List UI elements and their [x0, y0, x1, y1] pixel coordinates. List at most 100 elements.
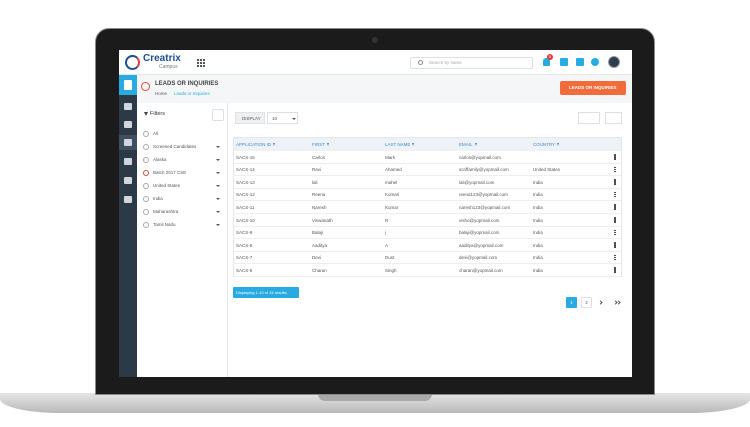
row-menu[interactable] [614, 269, 616, 271]
row-menu[interactable] [614, 206, 616, 208]
row-menu[interactable] [614, 231, 616, 234]
table-cell: Singh [385, 267, 397, 273]
row-menu[interactable] [614, 256, 616, 259]
user-avatar[interactable] [608, 56, 620, 68]
sort-icon[interactable] [557, 143, 559, 146]
filter-radio[interactable] [143, 183, 149, 189]
apps-icon[interactable] [197, 65, 199, 67]
apps-icon[interactable] [203, 59, 205, 61]
apps-icon[interactable] [197, 62, 199, 64]
filter-radio[interactable] [143, 157, 149, 163]
toolbar-icon[interactable] [591, 58, 599, 66]
apps-icon[interactable] [203, 65, 205, 67]
toolbar-icon[interactable] [560, 58, 568, 66]
back-button[interactable] [141, 82, 150, 91]
row-menu[interactable] [614, 166, 616, 169]
filter-caret[interactable] [216, 146, 220, 148]
row-menu[interactable] [614, 271, 616, 273]
row-menu[interactable] [614, 217, 616, 219]
filter-caret[interactable] [216, 224, 220, 226]
row-menu[interactable] [614, 229, 616, 232]
filter-radio[interactable] [143, 170, 149, 176]
filter-radio[interactable] [143, 209, 149, 215]
row-menu[interactable] [614, 168, 616, 171]
sidebar-icon[interactable] [124, 139, 132, 146]
sort-icon[interactable] [475, 143, 477, 146]
sidebar-icon[interactable] [124, 103, 132, 110]
notification-icon[interactable] [543, 58, 550, 66]
sidebar-icon[interactable] [124, 80, 132, 90]
add-button[interactable]: LEADS OR INQUIRIES [560, 81, 626, 95]
row-menu[interactable] [614, 179, 616, 181]
row-menu[interactable] [614, 219, 616, 221]
search-box[interactable] [410, 57, 533, 69]
row-menu[interactable] [614, 183, 616, 185]
filter-item[interactable]: Alaska [153, 157, 167, 162]
filter-item[interactable]: United States [153, 183, 181, 188]
column-header[interactable]: EMAIL [459, 142, 473, 147]
filter-item[interactable]: Tamil Nadu [153, 222, 176, 227]
row-menu[interactable] [614, 193, 616, 196]
page-button[interactable]: 2 [581, 297, 592, 308]
filter-radio[interactable] [143, 222, 149, 228]
filter-radio[interactable] [143, 144, 149, 150]
filter-radio[interactable] [143, 131, 149, 137]
sort-icon[interactable] [273, 143, 275, 146]
sort-icon[interactable] [327, 143, 329, 146]
row-menu[interactable] [614, 154, 616, 156]
row-menu[interactable] [614, 246, 616, 248]
export-button[interactable] [578, 112, 600, 124]
sidebar-icon[interactable] [124, 196, 132, 203]
filter-caret[interactable] [216, 211, 220, 213]
page-size-select[interactable]: 10 [267, 112, 298, 124]
column-header[interactable]: APPLICATION ID [236, 142, 272, 147]
table-cell: A [385, 242, 389, 248]
filter-radio[interactable] [143, 196, 149, 202]
toolbar-icon[interactable] [576, 58, 584, 66]
table-cell: devi@yopmail.com [459, 255, 498, 261]
row-menu[interactable] [614, 156, 616, 158]
column-header[interactable]: LAST NAME [385, 142, 411, 147]
row-menu[interactable] [614, 242, 616, 244]
row-menu[interactable] [614, 254, 616, 257]
column-header[interactable]: COUNTRY [533, 142, 556, 147]
filter-caret[interactable] [216, 159, 220, 161]
camera [372, 37, 378, 43]
row-menu[interactable] [614, 158, 616, 160]
row-menu[interactable] [614, 208, 616, 210]
page-button[interactable]: 1 [566, 297, 577, 308]
row-menu[interactable] [614, 258, 616, 261]
filter-caret[interactable] [216, 172, 220, 174]
row-menu[interactable] [614, 233, 616, 236]
filter-item[interactable]: India [153, 196, 163, 201]
row-menu[interactable] [614, 244, 616, 246]
apps-icon[interactable] [200, 62, 202, 64]
breadcrumb-home[interactable]: Home [155, 91, 168, 96]
filter-item[interactable]: Maharashtra [153, 209, 179, 214]
filter-caret[interactable] [216, 198, 220, 200]
apps-icon[interactable] [197, 59, 199, 61]
row-menu[interactable] [614, 191, 616, 194]
row-menu[interactable] [614, 204, 616, 206]
columns-button[interactable] [605, 112, 622, 124]
apps-icon[interactable] [203, 62, 205, 64]
filter-item[interactable]: Screened Candidates [153, 144, 197, 149]
apps-icon[interactable] [200, 59, 202, 61]
sidebar-icon[interactable] [124, 158, 132, 165]
sidebar-icon[interactable] [124, 177, 132, 184]
filter-search-button[interactable] [212, 109, 224, 121]
row-menu[interactable] [614, 170, 616, 173]
sort-icon[interactable] [412, 143, 414, 146]
row-menu[interactable] [614, 195, 616, 198]
row-menu[interactable] [614, 267, 616, 269]
filter-item[interactable]: All [153, 131, 159, 136]
filter-caret[interactable] [216, 185, 220, 187]
column-header[interactable]: FIRST [312, 142, 325, 147]
sidebar-icon[interactable] [124, 121, 132, 128]
filter-item[interactable]: Batch 2017 CSE [153, 170, 187, 175]
table-cell: SACS-7 [236, 255, 253, 261]
row-menu[interactable] [614, 221, 616, 223]
row-menu[interactable] [614, 181, 616, 183]
page-size-value: 10 [272, 116, 278, 121]
apps-icon[interactable] [200, 65, 202, 67]
